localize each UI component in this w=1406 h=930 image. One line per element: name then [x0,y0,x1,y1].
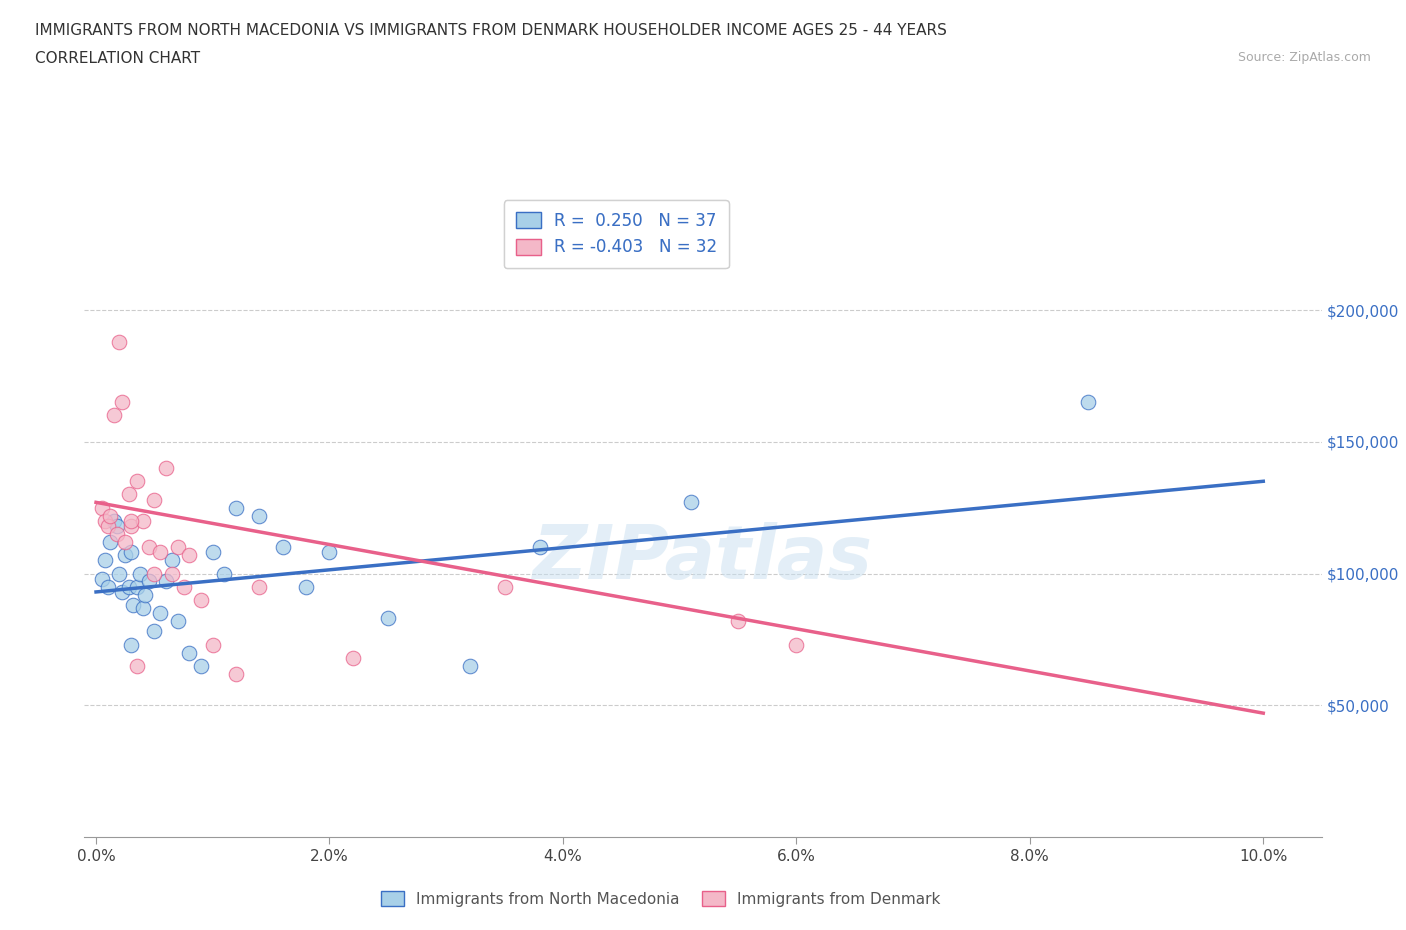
Point [190,658,212,673]
Point [129,566,152,581]
Point [494,579,516,594]
Point [138,539,160,554]
Point [108,334,131,349]
Point [225,500,247,515]
Point [125,658,148,673]
Point [120,519,142,534]
Point [125,474,148,489]
Point [105,519,128,534]
Point [132,513,155,528]
Point [94,513,117,528]
Point [166,539,188,554]
Point [138,574,160,589]
Point [125,579,148,594]
Point [785,637,807,652]
Text: Source: ZipAtlas.com: Source: ZipAtlas.com [1237,51,1371,64]
Point [179,548,201,563]
Point [529,539,551,554]
Text: ZIPatlas: ZIPatlas [533,523,873,595]
Point [143,492,166,507]
Legend: R =  0.250   N = 37, R = -0.403   N = 32: R = 0.250 N = 37, R = -0.403 N = 32 [503,200,728,268]
Point [249,508,271,523]
Point [143,566,166,581]
Point [155,574,177,589]
Point [108,566,131,581]
Point [155,460,177,475]
Point [118,579,141,594]
Point [120,637,142,652]
Point [318,545,340,560]
Point [90,571,112,586]
Point [122,598,145,613]
Point [458,658,481,673]
Point [727,614,749,629]
Point [295,579,318,594]
Point [249,579,271,594]
Point [342,650,364,665]
Point [149,545,172,560]
Point [173,579,195,594]
Point [160,552,183,567]
Point [90,500,112,515]
Point [132,601,155,616]
Point [377,611,399,626]
Point [120,513,142,528]
Point [190,592,212,607]
Point [105,526,128,541]
Point [149,605,172,620]
Point [98,508,121,523]
Point [97,579,120,594]
Text: IMMIGRANTS FROM NORTH MACEDONIA VS IMMIGRANTS FROM DENMARK HOUSEHOLDER INCOME AG: IMMIGRANTS FROM NORTH MACEDONIA VS IMMIG… [35,23,948,38]
Point [166,614,188,629]
Point [681,495,703,510]
Point [160,566,183,581]
Point [201,545,224,560]
Point [111,394,134,409]
Point [118,487,141,502]
Point [134,587,156,602]
Point [225,666,247,681]
Point [120,545,142,560]
Text: CORRELATION CHART: CORRELATION CHART [35,51,200,66]
Legend: Immigrants from North Macedonia, Immigrants from Denmark: Immigrants from North Macedonia, Immigra… [374,885,948,913]
Point [94,552,117,567]
Point [201,637,224,652]
Point [98,535,121,550]
Point [103,408,125,423]
Point [214,566,236,581]
Point [179,645,201,660]
Point [143,624,166,639]
Point [114,535,136,550]
Point [114,548,136,563]
Point [97,519,120,534]
Point [271,539,294,554]
Point [103,513,125,528]
Point [111,585,134,600]
Point [1077,394,1099,409]
